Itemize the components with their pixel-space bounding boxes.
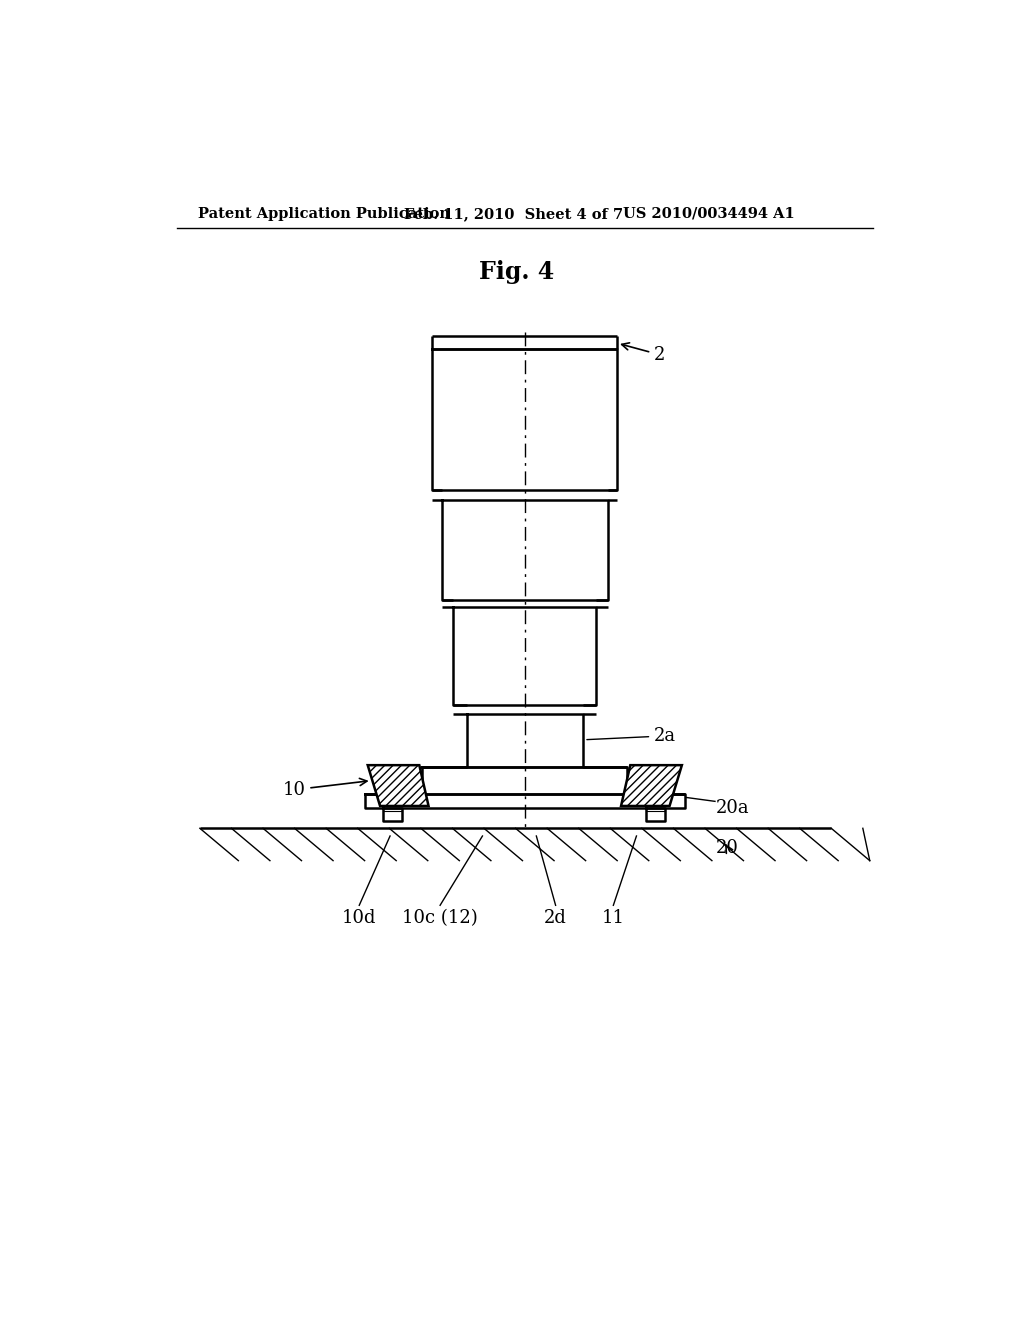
Text: 2a: 2a xyxy=(587,727,676,744)
Text: 10d: 10d xyxy=(342,909,377,927)
Polygon shape xyxy=(621,766,682,807)
Text: 10c (12): 10c (12) xyxy=(402,909,478,927)
Text: Fig. 4: Fig. 4 xyxy=(479,260,555,284)
Text: Patent Application Publication: Patent Application Publication xyxy=(199,207,451,220)
Text: 20a: 20a xyxy=(716,799,750,817)
Text: Feb. 11, 2010  Sheet 4 of 7: Feb. 11, 2010 Sheet 4 of 7 xyxy=(403,207,623,220)
Text: 11: 11 xyxy=(602,909,625,927)
Polygon shape xyxy=(368,766,429,807)
Text: 2d: 2d xyxy=(544,909,567,927)
Text: 20: 20 xyxy=(716,838,738,857)
Text: 2: 2 xyxy=(622,343,666,364)
Text: US 2010/0034494 A1: US 2010/0034494 A1 xyxy=(624,207,795,220)
Text: 10: 10 xyxy=(283,779,367,799)
